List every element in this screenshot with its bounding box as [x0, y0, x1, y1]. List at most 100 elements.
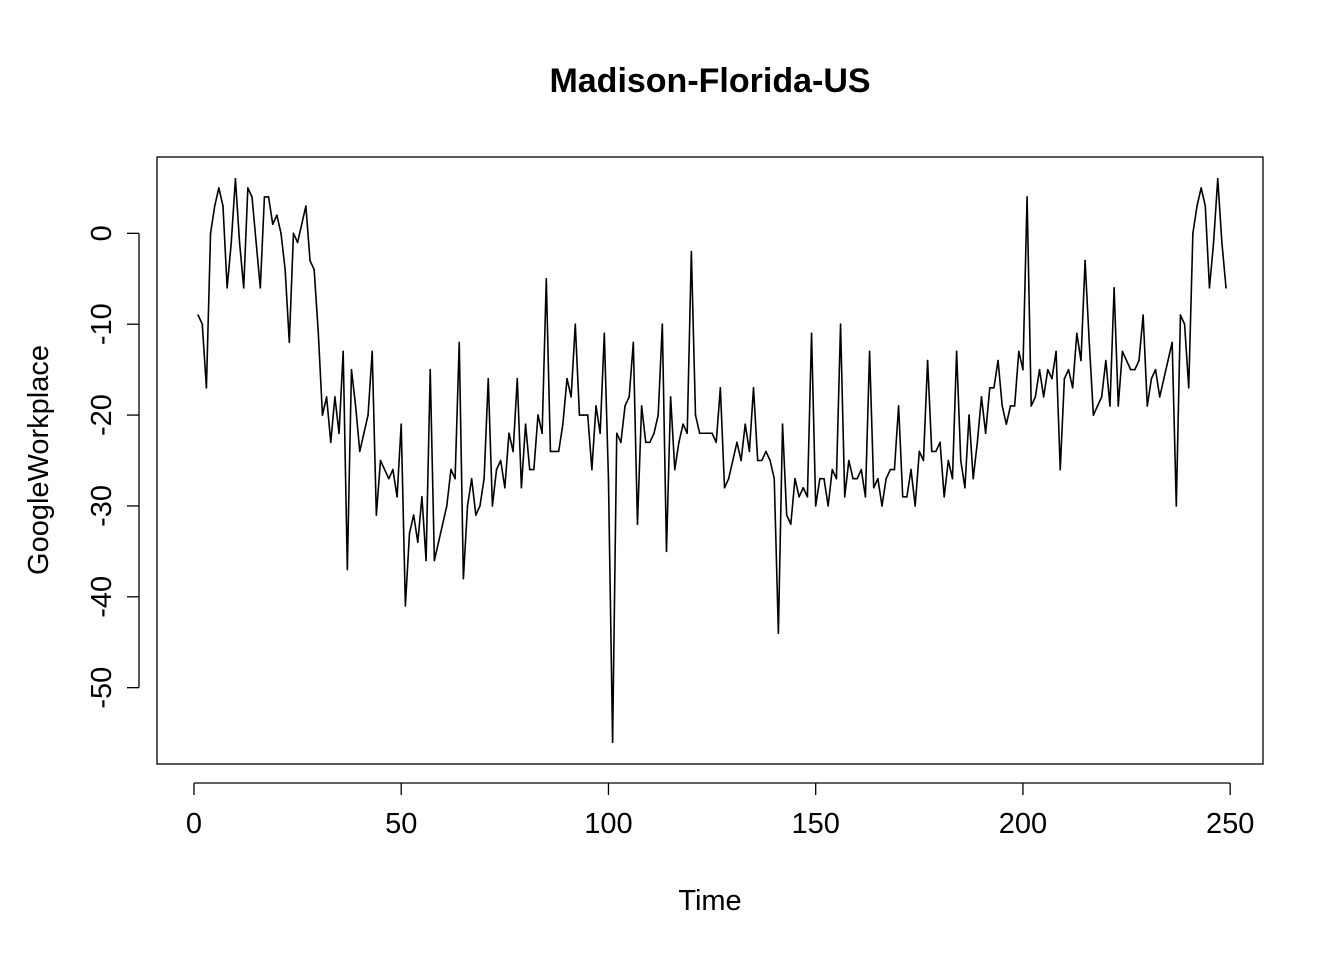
- data-point: [802, 486, 805, 489]
- data-point: [719, 387, 722, 389]
- data-point: [1167, 359, 1169, 362]
- data-point: [993, 387, 995, 389]
- data-point: [769, 459, 771, 462]
- data-point: [475, 514, 477, 516]
- data-point: [748, 450, 751, 453]
- data-point: [284, 268, 286, 271]
- data-point: [512, 450, 514, 453]
- data-point: [702, 432, 705, 435]
- data-point: [1009, 405, 1012, 407]
- data-point: [773, 477, 776, 480]
- data-point: [247, 187, 249, 189]
- data-point: [852, 477, 854, 480]
- data-point: [860, 468, 863, 471]
- data-point: [557, 450, 560, 453]
- data-point: [1055, 350, 1057, 353]
- y-tick-label: 0: [86, 225, 118, 241]
- data-point: [226, 287, 228, 289]
- data-point: [1017, 350, 1020, 353]
- data-point: [653, 432, 655, 435]
- data-point: [218, 187, 220, 189]
- data-point: [276, 214, 278, 216]
- data-point: [504, 486, 506, 489]
- data-point: [744, 423, 747, 425]
- y-tick-label: -30: [86, 485, 118, 527]
- data-point: [1204, 205, 1207, 207]
- x-axis: 0 50 100 150 200 250: [186, 782, 1254, 840]
- data-point: [271, 223, 274, 226]
- data-point: [450, 468, 452, 471]
- data-point: [201, 323, 204, 326]
- data-point: [222, 205, 224, 207]
- data-point: [889, 468, 892, 471]
- data-point: [872, 486, 875, 489]
- data-point: [1212, 241, 1215, 244]
- data-point: [901, 496, 904, 498]
- data-point: [806, 496, 809, 498]
- data-point: [508, 432, 510, 435]
- data-point: [433, 559, 436, 562]
- data-point: [959, 459, 962, 462]
- data-point: [1216, 178, 1219, 180]
- data-point: [1146, 405, 1149, 407]
- x-tick-label: 0: [186, 808, 202, 840]
- data-point: [251, 196, 253, 198]
- data-point: [1001, 405, 1004, 407]
- data-point: [1150, 377, 1153, 380]
- data-point: [856, 477, 858, 480]
- data-point: [732, 459, 734, 462]
- data-point: [615, 432, 618, 435]
- data-point: [383, 468, 386, 471]
- data-point: [790, 523, 792, 525]
- data-point: [657, 414, 659, 416]
- data-point: [843, 496, 846, 498]
- data-point: [491, 505, 494, 507]
- data-point: [487, 377, 490, 380]
- data-point: [972, 477, 974, 480]
- data-point: [267, 196, 270, 198]
- data-point: [1175, 505, 1178, 507]
- x-tick-label: 100: [584, 808, 632, 840]
- data-point: [495, 468, 498, 471]
- data-point: [1047, 368, 1049, 371]
- data-point: [678, 441, 680, 444]
- data-point: [819, 477, 821, 480]
- data-point: [885, 477, 887, 480]
- data-point: [1179, 314, 1182, 316]
- data-point: [346, 568, 349, 571]
- data-point: [624, 405, 626, 407]
- data-point: [209, 232, 212, 235]
- data-point: [835, 477, 838, 480]
- data-point: [794, 477, 796, 480]
- data-point: [611, 741, 614, 743]
- data-point: [387, 477, 390, 480]
- data-point: [673, 468, 676, 471]
- data-point: [814, 505, 817, 507]
- data-point: [810, 332, 813, 335]
- data-point: [578, 414, 581, 416]
- data-point: [930, 450, 933, 453]
- data-point: [595, 405, 597, 407]
- data-point: [329, 441, 332, 444]
- data-point: [694, 414, 697, 416]
- data-point: [280, 232, 282, 235]
- data-point: [997, 359, 999, 362]
- data-point: [781, 423, 784, 425]
- data-point: [1084, 259, 1086, 262]
- data-point: [400, 423, 403, 425]
- x-tick-label: 250: [1206, 808, 1254, 840]
- data-point: [644, 441, 647, 444]
- data-point: [752, 387, 755, 389]
- data-point: [955, 350, 958, 353]
- data-point: [242, 287, 245, 289]
- data-point: [1208, 287, 1211, 289]
- x-tick-label: 50: [385, 808, 417, 840]
- data-point: [839, 323, 842, 326]
- data-point: [446, 505, 448, 507]
- data-point: [715, 441, 718, 444]
- x-tick-label: 200: [999, 808, 1047, 840]
- data-point: [1080, 359, 1082, 362]
- data-point: [661, 323, 664, 326]
- x-tick-label: 150: [791, 808, 839, 840]
